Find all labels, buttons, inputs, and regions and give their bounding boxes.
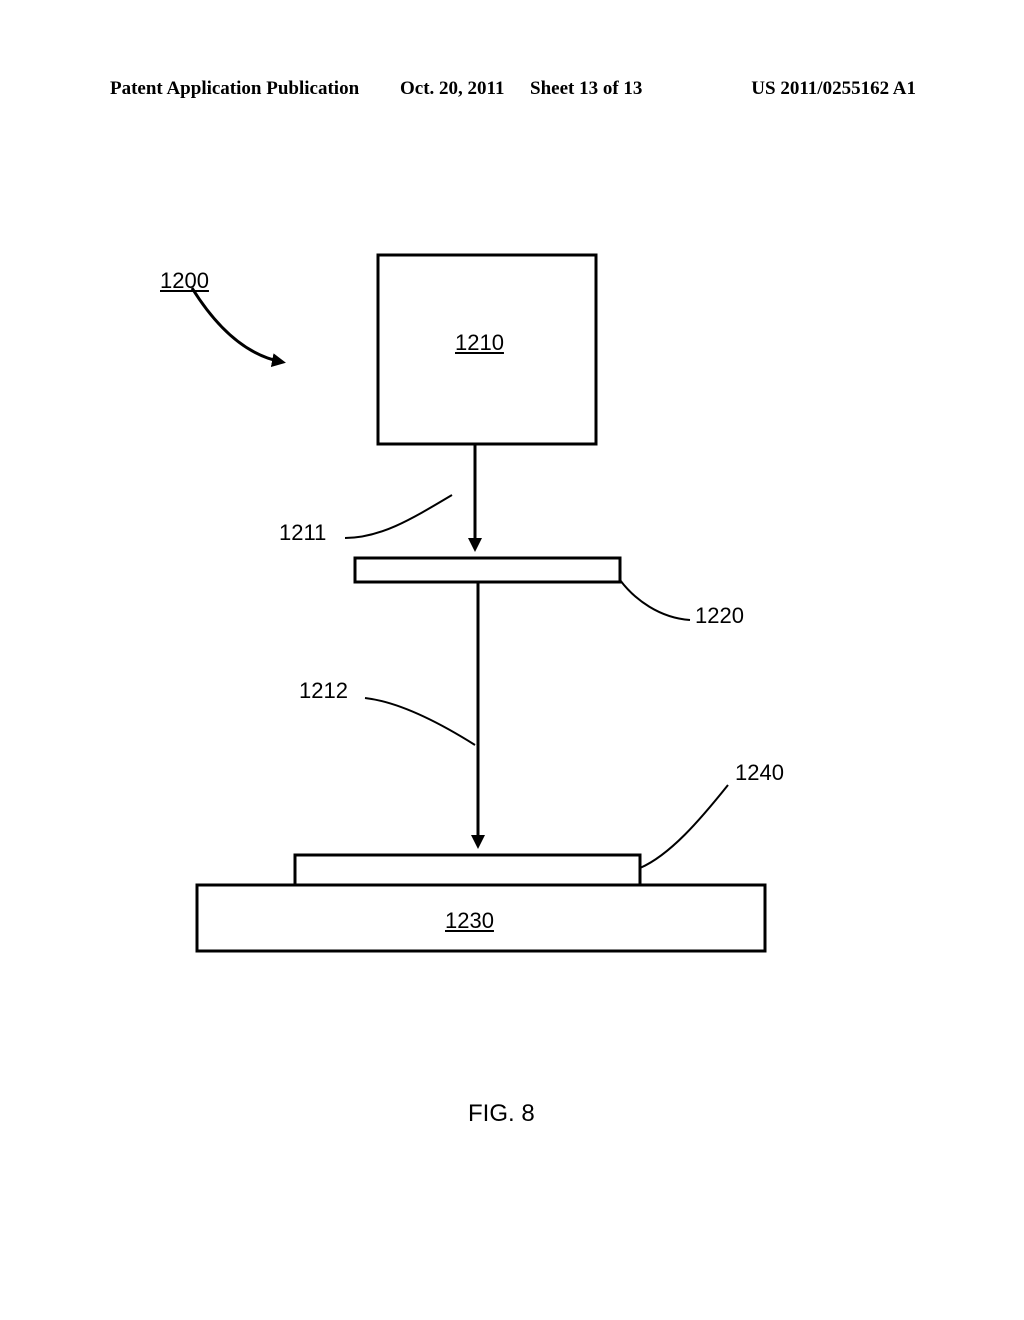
ref-label-1210: 1210 [455,330,504,356]
leader-1211 [345,495,452,538]
leader-1240 [640,785,728,868]
box-1240 [295,855,640,885]
ref-label-1220: 1220 [695,603,744,629]
page: Patent Application Publication Sheet 13 … [0,0,1024,1320]
ref-label-1230: 1230 [445,908,494,934]
ref-label-1240: 1240 [735,760,784,786]
leader-1212 [365,698,475,745]
box-1220 [355,558,620,582]
figure-caption: FIG. 8 [468,1100,535,1128]
ref-label-1212: 1212 [299,678,348,704]
ref-label-1211: 1211 [279,520,326,546]
ref-label-1200: 1200 [160,268,209,294]
pointer-1200 [192,288,282,362]
leader-1220 [620,580,690,620]
